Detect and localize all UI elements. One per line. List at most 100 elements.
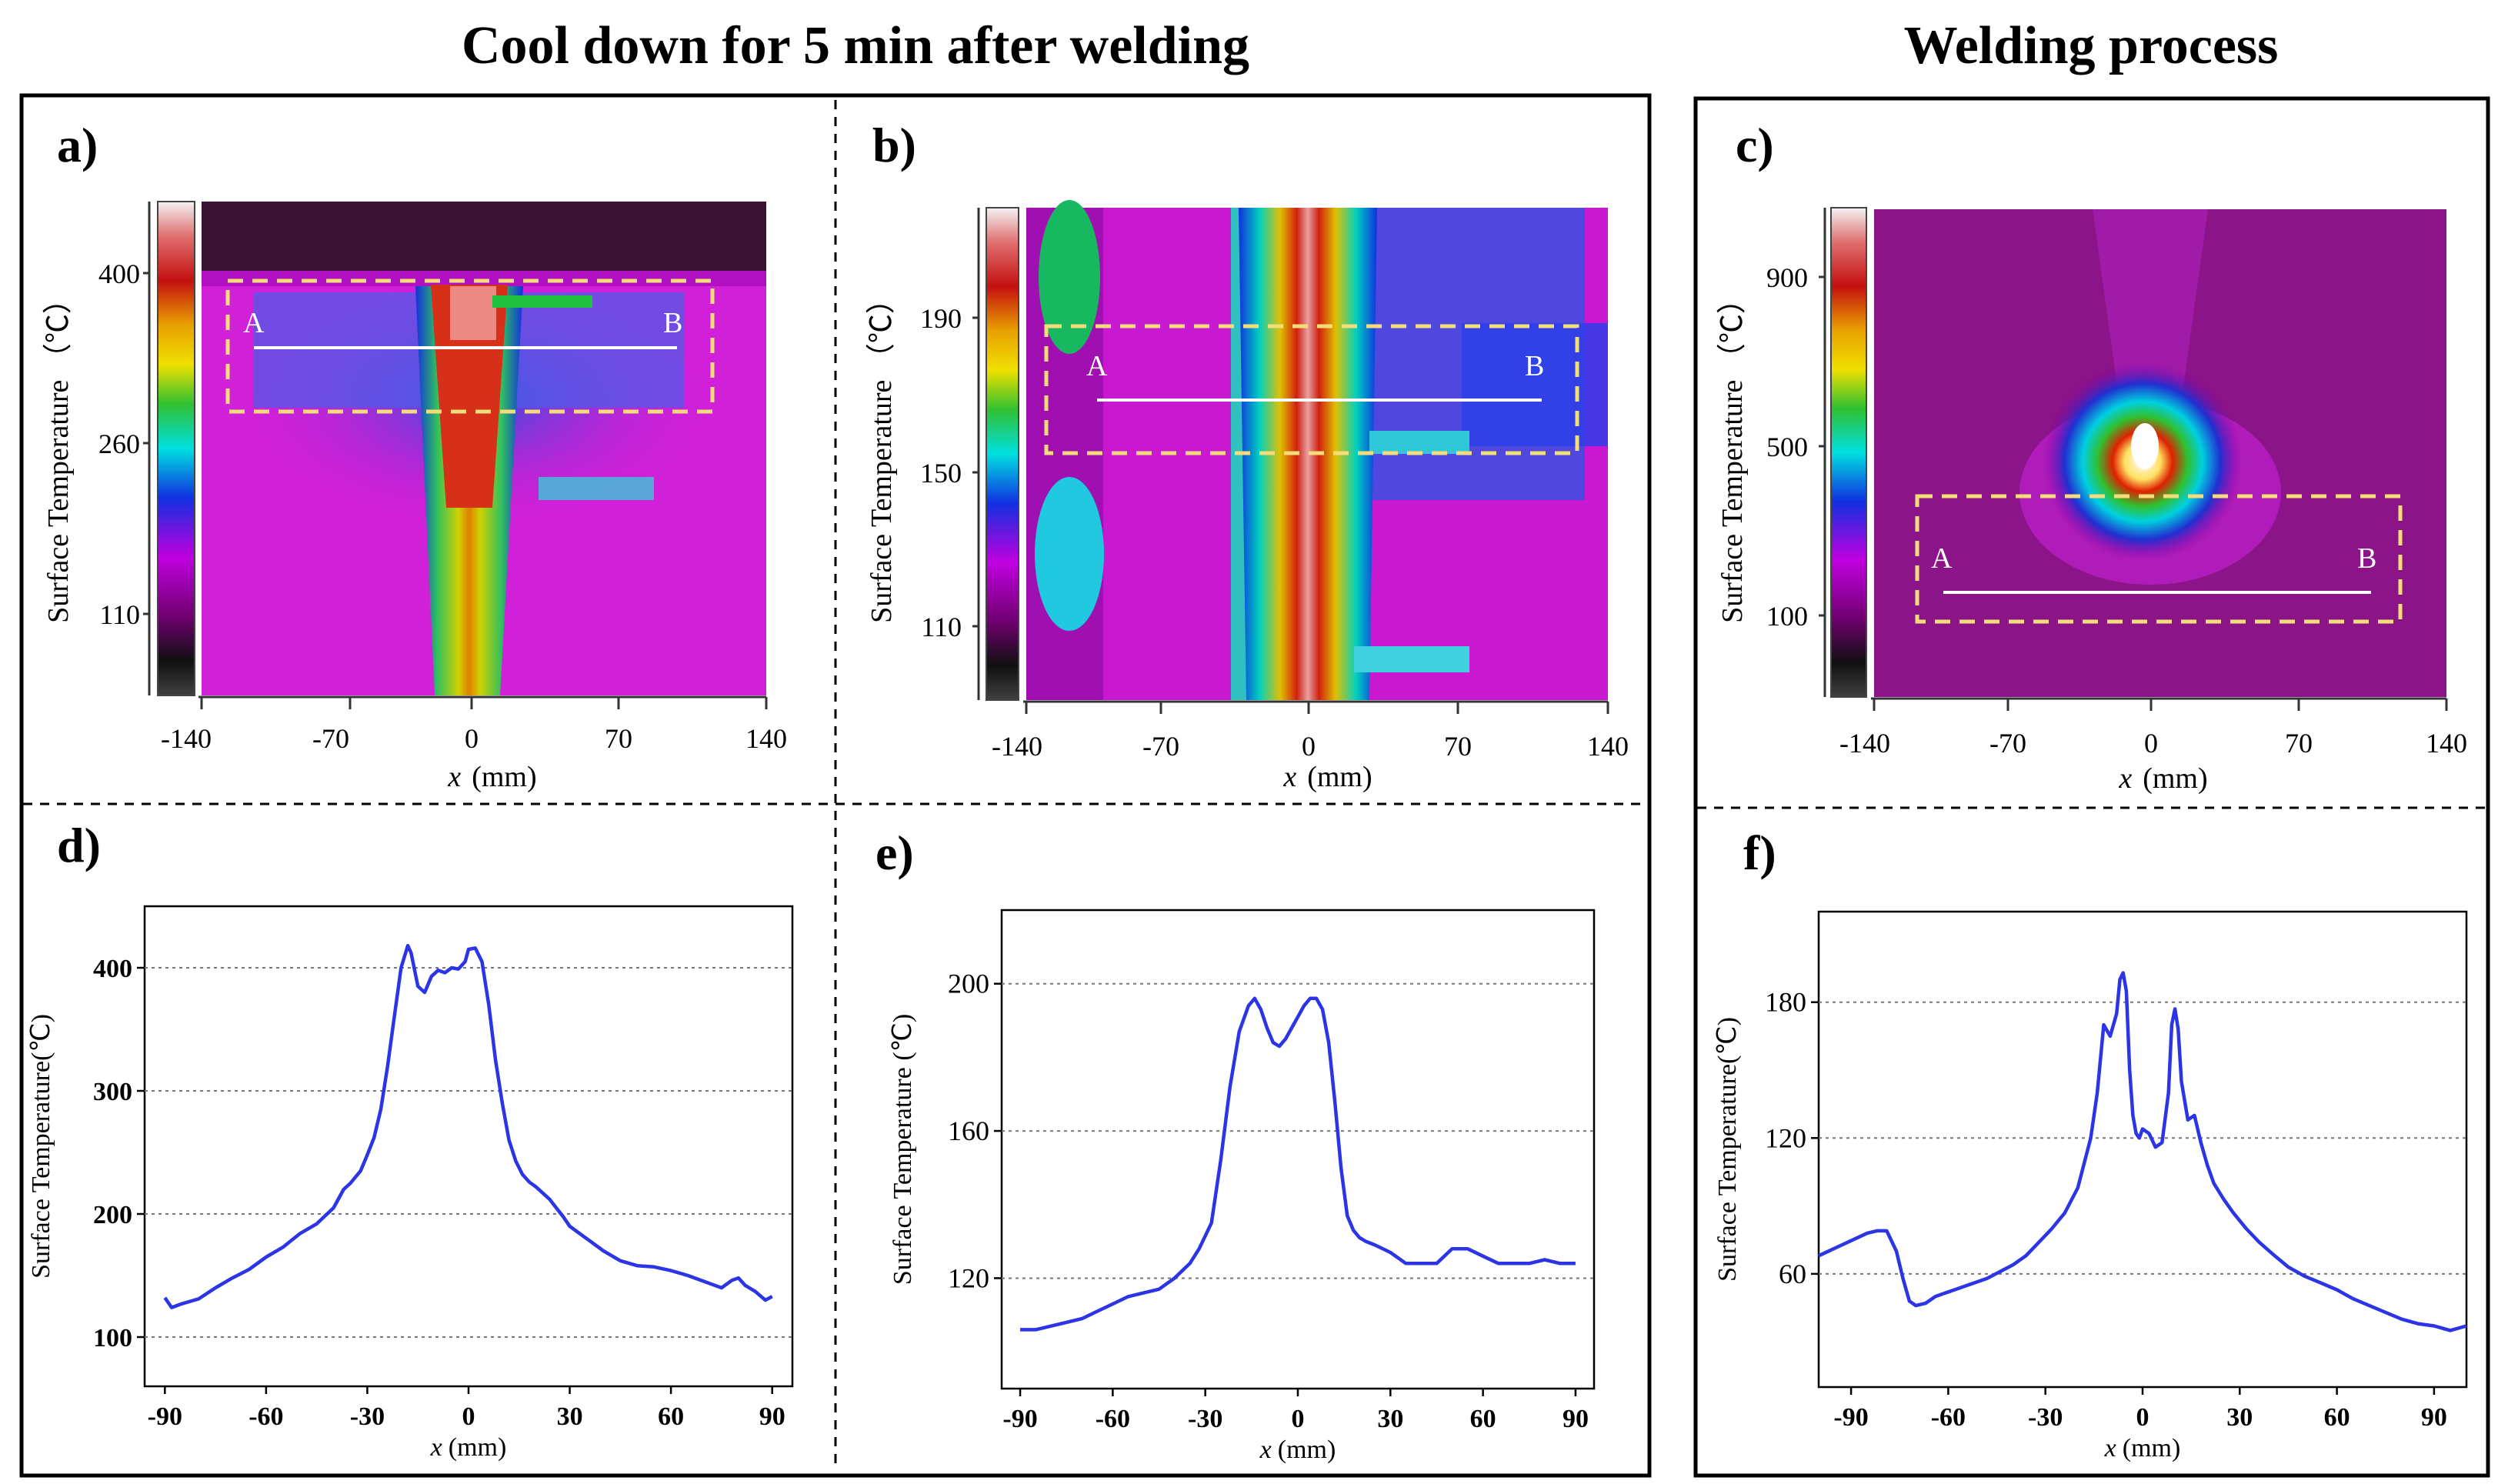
panel-label-e: e)	[875, 825, 914, 880]
y-tick-label-e-0: 120	[948, 1262, 989, 1293]
x-tick-label-f-6: 90	[2421, 1403, 2447, 1432]
x-tick-c-3: 0	[2144, 728, 2158, 759]
x-axis-var-f: x	[2104, 1434, 2116, 1462]
x-tick-label-f-4: 30	[2226, 1403, 2253, 1432]
x-axis-label-f: x (mm)	[2104, 1434, 2181, 1462]
point-b-label-b: B	[1525, 350, 1544, 382]
y-tick-label-e-1: 160	[948, 1116, 989, 1146]
x-tick-c-5: 140	[2426, 728, 2467, 759]
x-tick-label-e-1: -60	[1096, 1405, 1130, 1433]
y-tick-label-d-2: 300	[93, 1078, 132, 1106]
x-tick-label-e-0: -90	[1002, 1405, 1037, 1433]
x-axis-var-d: x	[430, 1433, 442, 1462]
x-tick-label-e-2: -30	[1188, 1405, 1222, 1433]
x-axis-label-e: x (mm)	[1259, 1436, 1336, 1464]
colorbar-tick-c-1: 900	[1766, 262, 1808, 293]
panel-label-b: b)	[872, 118, 916, 172]
point-b-label-c: B	[2357, 542, 2376, 575]
colorbar-tick-b-3: 110	[921, 612, 962, 642]
x-tick-label-e-6: 90	[1562, 1405, 1589, 1433]
plot-area-d	[143, 905, 794, 1388]
plot-area-e	[1000, 909, 1596, 1390]
thermal-panel-c: 900 500 100 Surface Temperature （℃） A B …	[1716, 207, 2467, 795]
x-tick-label-e-5: 60	[1470, 1405, 1496, 1433]
y-tick-label-e-2: 200	[948, 969, 989, 999]
x-tick-a-2: -70	[312, 723, 349, 754]
y-axis-label-d: Surface Temperature(℃)	[27, 1014, 55, 1279]
x-tick-b-5: 140	[1587, 731, 1629, 762]
y-tick-label-f-0: 60	[1779, 1259, 1806, 1289]
x-tick-b-4: 70	[1444, 731, 1472, 762]
x-axis-label-b: x (mm)	[1282, 761, 1372, 793]
colorbar-tick-a-2: 260	[98, 429, 140, 459]
colorbar-label-b: Surface Temperature （℃）	[865, 285, 898, 623]
colorbar-tick-b-1: 190	[920, 303, 962, 334]
title-welding: Welding process	[1904, 16, 2279, 75]
colorbar-tick-c-3: 100	[1766, 601, 1808, 632]
colorbar-label-c: Surface Temperature （℃）	[1716, 285, 1749, 623]
series-line-e	[1020, 996, 1576, 1332]
x-tick-label-d-4: 30	[557, 1402, 583, 1431]
y-tick-label-d-3: 400	[93, 955, 132, 983]
series-line-f	[1818, 971, 2467, 1332]
x-axis-var-e: x	[1259, 1436, 1272, 1464]
x-tick-a-5: 140	[745, 723, 787, 754]
x-tick-label-d-3: 0	[462, 1402, 475, 1431]
x-tick-label-f-2: -30	[2028, 1403, 2063, 1432]
x-tick-c-4: 70	[2285, 728, 2313, 759]
x-tick-c-1: -140	[1839, 728, 1890, 759]
colorbar-a	[157, 201, 195, 696]
roi-box-c	[1915, 494, 2403, 624]
x-tick-b-2: -70	[1142, 731, 1179, 762]
roi-box-a	[225, 278, 715, 414]
thermal-panel-b: 190 150 110 Surface Temperature （℃） A B …	[865, 200, 1629, 793]
x-tick-label-d-0: -90	[148, 1402, 182, 1431]
title-cooldown: Cool down for 5 min after welding	[462, 16, 1249, 75]
x-tick-a-4: 70	[605, 723, 632, 754]
y-tick-label-f-2: 180	[1765, 987, 1806, 1018]
frame-left-group	[19, 93, 1652, 1478]
colorbar-tick-c-2: 500	[1766, 432, 1808, 462]
line-chart-e: 120 160 200 -90 -60 -30 0 30 60 90 x (mm) Surface Te…	[889, 909, 1596, 1464]
x-tick-label-d-1: -60	[248, 1402, 283, 1431]
x-tick-a-3: 0	[465, 723, 479, 754]
y-axis-label-f: Surface Temperature(℃)	[1713, 1017, 1742, 1282]
y-tick-label-d-1: 200	[93, 1201, 132, 1229]
panel-label-c: c)	[1736, 118, 1774, 172]
series-line-d	[163, 943, 773, 1309]
x-axis-unit-f: (mm)	[2123, 1434, 2181, 1462]
colorbar-tick-a-1: 400	[98, 258, 140, 289]
point-a-label-c: A	[1931, 542, 1953, 575]
x-tick-label-e-3: 0	[1292, 1405, 1305, 1433]
x-axis-label-d: x (mm)	[430, 1433, 507, 1462]
colorbar-b	[986, 207, 1019, 701]
line-chart-f: 60 120 180 -90 -60 -30 0 30 60 90 x (mm) Surface Tem…	[1713, 910, 2468, 1462]
x-axis-unit-d: (mm)	[449, 1433, 507, 1462]
roi-box-b	[1044, 324, 1579, 455]
x-tick-b-1: -140	[992, 731, 1042, 762]
x-axis-label-a: x (mm)	[447, 761, 536, 793]
panel-label-a: a)	[57, 118, 98, 172]
x-axis-label-c: x (mm)	[2118, 762, 2207, 795]
x-tick-label-e-4: 30	[1377, 1405, 1403, 1433]
x-tick-label-d-6: 90	[759, 1402, 785, 1431]
panel-label-d: d)	[57, 818, 101, 872]
y-axis-label-e: Surface Temperature (℃)	[889, 1014, 917, 1285]
panel-label-f: f)	[1743, 825, 1776, 880]
point-a-label-b: A	[1086, 350, 1108, 382]
frame-right-group	[1693, 96, 2490, 1478]
x-tick-label-f-3: 0	[2136, 1403, 2149, 1432]
y-tick-label-d-0: 100	[93, 1324, 132, 1352]
x-tick-c-2: -70	[1989, 728, 2026, 759]
colorbar-tick-a-3: 110	[99, 599, 140, 630]
colorbar-tick-b-2: 150	[920, 458, 962, 489]
colorbar-label-a: Surface Temperature （℃）	[42, 285, 75, 623]
plot-area-f	[1817, 910, 2468, 1389]
x-axis-unit-e: (mm)	[1278, 1436, 1336, 1464]
x-tick-a-1: -140	[161, 723, 212, 754]
thermal-panel-a: 400 260 110 Surface Temperature （℃） A B …	[42, 201, 787, 793]
point-a-label-a: A	[243, 307, 265, 339]
x-tick-b-3: 0	[1302, 731, 1316, 762]
x-tick-label-d-2: -30	[350, 1402, 385, 1431]
